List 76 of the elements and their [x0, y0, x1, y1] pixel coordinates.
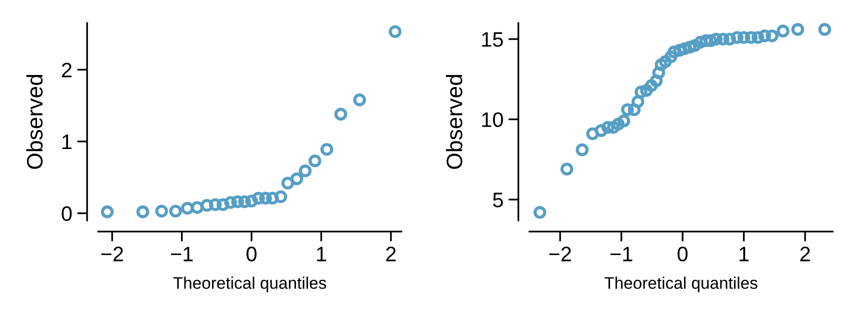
point — [224, 196, 238, 209]
y-tick-label: 1 — [62, 134, 72, 150]
point — [766, 29, 778, 42]
point — [200, 198, 214, 212]
point — [353, 93, 366, 106]
point — [231, 195, 244, 208]
point — [758, 29, 772, 42]
point — [744, 31, 758, 44]
point — [664, 50, 678, 64]
point — [181, 202, 194, 215]
point — [612, 118, 625, 131]
x-tick-label: −2 — [101, 246, 123, 262]
x-tick-label: 2 — [386, 246, 396, 262]
point — [320, 142, 334, 156]
y-tick-label: 15 — [482, 32, 503, 47]
point — [298, 164, 312, 178]
point — [281, 176, 294, 190]
point — [308, 154, 322, 168]
point — [716, 32, 730, 46]
point — [791, 23, 804, 36]
point — [586, 127, 599, 140]
x-tick-label: −1 — [170, 246, 193, 262]
x-axis-title: Theoretical quantiles — [173, 276, 326, 292]
point — [617, 114, 630, 128]
point — [628, 103, 641, 116]
point — [576, 143, 589, 156]
point — [388, 25, 402, 38]
point — [534, 206, 546, 219]
point — [334, 108, 348, 121]
point — [190, 201, 204, 214]
point — [238, 195, 251, 208]
point — [654, 58, 668, 72]
point — [266, 192, 279, 205]
point — [594, 124, 608, 137]
point — [560, 162, 574, 176]
x-tick-label: 1 — [317, 246, 326, 262]
y-tick-label: 5 — [493, 192, 503, 208]
point — [818, 23, 832, 36]
point — [652, 66, 666, 80]
x-tick-label: 0 — [246, 246, 257, 262]
point — [100, 205, 114, 218]
x-axis-title: Theoretical quantiles — [604, 276, 758, 292]
y-axis-title: Observed — [446, 74, 462, 169]
point — [169, 204, 182, 218]
point — [259, 192, 272, 205]
point — [723, 32, 736, 46]
point — [659, 55, 672, 68]
point — [136, 205, 150, 218]
y-tick-label: 2 — [62, 62, 72, 78]
y-tick-label: 10 — [482, 112, 503, 128]
point — [776, 24, 790, 38]
point — [245, 194, 258, 208]
x-tick-label: 2 — [800, 246, 810, 262]
point — [621, 103, 634, 116]
point — [640, 84, 653, 97]
point — [644, 79, 658, 92]
y-tick-label: 0 — [62, 206, 72, 222]
x-tick-label: −2 — [549, 246, 571, 262]
point — [606, 120, 620, 134]
point — [274, 190, 288, 204]
point — [752, 31, 764, 44]
point — [634, 86, 648, 98]
point — [650, 74, 663, 88]
point — [668, 46, 680, 58]
point — [216, 198, 230, 212]
point — [155, 204, 168, 218]
point — [730, 31, 744, 44]
point — [252, 192, 265, 205]
point — [290, 172, 304, 186]
x-tick-label: 1 — [740, 246, 749, 262]
point — [631, 95, 644, 108]
point — [737, 31, 750, 44]
x-tick-label: −1 — [610, 246, 632, 262]
point — [208, 198, 222, 212]
x-tick-label: 0 — [678, 246, 688, 262]
y-axis-title: Observed — [26, 74, 43, 169]
